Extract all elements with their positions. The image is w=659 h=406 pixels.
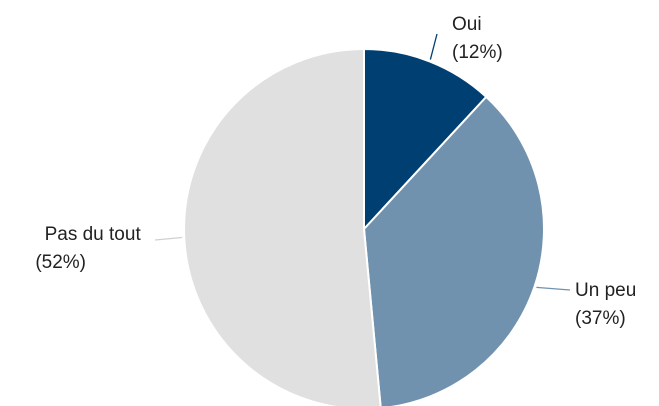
leader-line-un-peu xyxy=(536,286,571,291)
pie-slice-un-peu xyxy=(362,95,545,406)
slice-label-un-peu: Un peu (37%) xyxy=(575,280,642,329)
slice-label-pas-du-tout: Pas du tout (52%) xyxy=(35,224,146,273)
slice-label-oui-value: (12%) xyxy=(452,42,503,63)
labels-layer: Oui (12%) Un peu (37%) Pas du tout (52%) xyxy=(35,14,642,329)
slice-label-pas-du-tout-name: Pas du tout xyxy=(45,224,142,245)
slice-label-oui-name: Oui xyxy=(452,14,482,35)
leader-lines-layer xyxy=(154,33,571,291)
pie-slice-oui xyxy=(363,47,488,232)
slice-label-pas-du-tout-value: (52%) xyxy=(35,252,86,273)
slice-label-un-peu-value: (37%) xyxy=(575,308,626,329)
pie-slice-pas-du-tout xyxy=(183,47,382,406)
slice-label-un-peu-name: Un peu xyxy=(575,280,636,301)
leader-line-pas-du-tout xyxy=(154,236,183,241)
leader-line-oui xyxy=(429,33,438,60)
slices-layer xyxy=(183,47,545,406)
slice-label-oui: Oui (12%) xyxy=(452,14,503,63)
